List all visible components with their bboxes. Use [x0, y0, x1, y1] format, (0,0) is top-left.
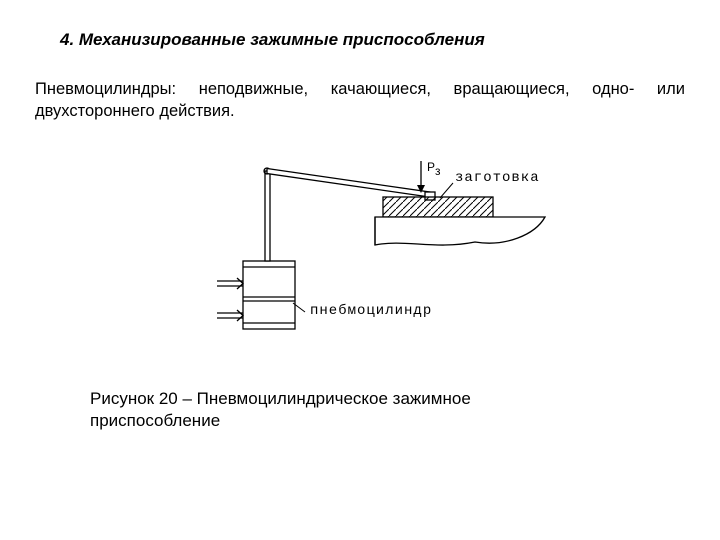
section-heading: 4. Механизированные зажимные приспособле… — [60, 30, 685, 50]
svg-text:з: з — [435, 164, 441, 178]
svg-text:пнебмоцилиндр: пнебмоцилиндр — [310, 302, 432, 319]
svg-text:заготовка: заготовка — [455, 170, 540, 186]
pneumatic-clamp-diagram: Pз заготовка пнебмоцилиндр — [165, 153, 555, 353]
figure-caption: Рисунок 20 – Пневмоцилиндрическое зажимн… — [90, 388, 570, 434]
svg-text:P: P — [427, 160, 435, 174]
intro-paragraph: Пневмоцилиндры: неподвижные, качающиеся,… — [35, 78, 685, 123]
